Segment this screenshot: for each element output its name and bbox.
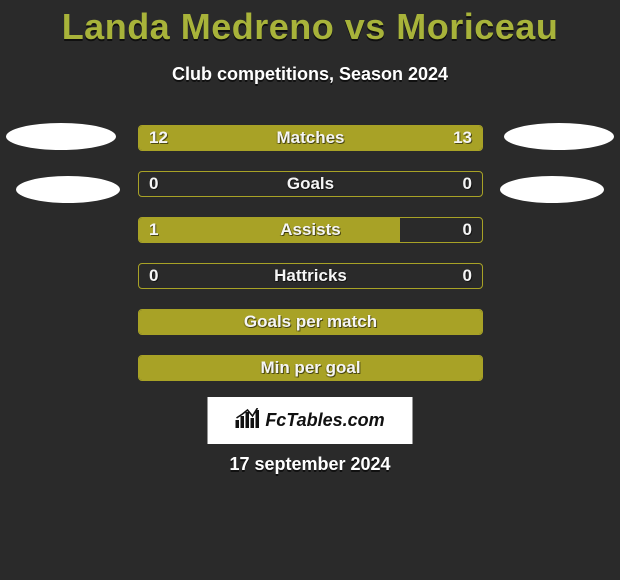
stat-bar-label: Hattricks xyxy=(139,264,482,288)
stat-bar-left-value: 0 xyxy=(149,172,158,196)
player-right-avatar-row1 xyxy=(504,123,614,150)
stat-bar-label: Goals xyxy=(139,172,482,196)
subtitle: Club competitions, Season 2024 xyxy=(0,64,620,85)
stat-bar-left-value: 0 xyxy=(149,264,158,288)
stat-bar-right-value: 0 xyxy=(463,264,472,288)
page-title: Landa Medreno vs Moriceau xyxy=(0,0,620,48)
stat-bars: Matches1213Goals00Assists10Hattricks00Go… xyxy=(138,125,483,401)
comparison-infographic: Landa Medreno vs Moriceau Club competiti… xyxy=(0,0,620,580)
stat-bar-left-fill xyxy=(139,218,400,242)
stat-bar-left-fill xyxy=(139,310,482,334)
player-right-avatar-row2 xyxy=(500,176,604,203)
stat-bar-right-value: 0 xyxy=(463,218,472,242)
stat-bar-row: Goals0 0 xyxy=(138,171,483,197)
branding-box: FcTables.com xyxy=(208,397,413,444)
stat-bar-left-fill xyxy=(139,356,482,380)
player-left-avatar-row2 xyxy=(16,176,120,203)
infographic-date: 17 september 2024 xyxy=(0,454,620,475)
stat-bar-row: Goals per match xyxy=(138,309,483,335)
stat-bar-row: Min per goal xyxy=(138,355,483,381)
chart-icon xyxy=(235,408,259,433)
stat-bar-right-fill xyxy=(304,126,482,150)
player-left-avatar-row1 xyxy=(6,123,116,150)
stat-bar-right-value: 0 xyxy=(463,172,472,196)
stat-bar-row: Assists10 xyxy=(138,217,483,243)
stat-bar-left-fill xyxy=(139,126,304,150)
branding-text: FcTables.com xyxy=(265,410,384,431)
stat-bar-row: Hattricks0 0 xyxy=(138,263,483,289)
stat-bar-row: Matches1213 xyxy=(138,125,483,151)
